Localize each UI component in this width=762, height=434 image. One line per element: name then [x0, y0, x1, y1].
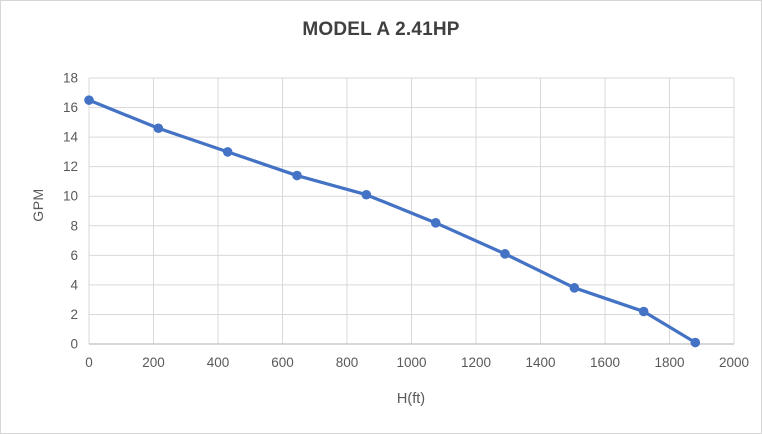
y-tick-label: 16 — [63, 100, 78, 115]
data-point-marker — [84, 95, 94, 105]
y-tick-label: 6 — [70, 248, 78, 263]
y-tick-label: 0 — [70, 337, 78, 352]
data-point-marker — [430, 218, 441, 228]
data-point-marker — [569, 283, 580, 293]
x-tick-label: 600 — [271, 355, 294, 370]
data-point-marker — [690, 337, 701, 348]
x-tick-label: 800 — [336, 355, 359, 370]
y-tick-label: 4 — [70, 277, 78, 292]
x-tick-label: 1400 — [525, 355, 555, 370]
data-point-marker — [292, 170, 302, 181]
data-point-marker — [638, 306, 649, 317]
data-point-marker — [222, 147, 233, 157]
y-tick-label: 14 — [63, 130, 79, 145]
x-tick-label: 200 — [142, 355, 165, 370]
x-tick-label: 2000 — [719, 355, 749, 370]
x-axis-title: H(ft) — [396, 391, 426, 407]
data-point-marker — [500, 249, 510, 259]
series-line — [87, 98, 697, 345]
data-point-marker — [153, 123, 164, 134]
y-tick-label: 12 — [63, 159, 78, 174]
x-tick-label: 1800 — [654, 355, 684, 370]
y-tick-label: 2 — [70, 307, 78, 322]
x-tick-label: 1200 — [461, 355, 491, 370]
x-tick-label: 400 — [207, 355, 230, 370]
y-axis-title: GPM — [30, 188, 46, 222]
x-tick-label: 1600 — [590, 355, 620, 370]
chart-title: MODEL A 2.41HP — [302, 19, 460, 40]
x-tick-label: 1000 — [396, 355, 426, 370]
y-tick-label: 18 — [63, 71, 78, 86]
y-tick-label: 10 — [63, 189, 78, 204]
y-tick-label: 8 — [70, 218, 78, 233]
data-point-marker — [361, 189, 372, 200]
x-tick-label: 0 — [85, 355, 93, 370]
